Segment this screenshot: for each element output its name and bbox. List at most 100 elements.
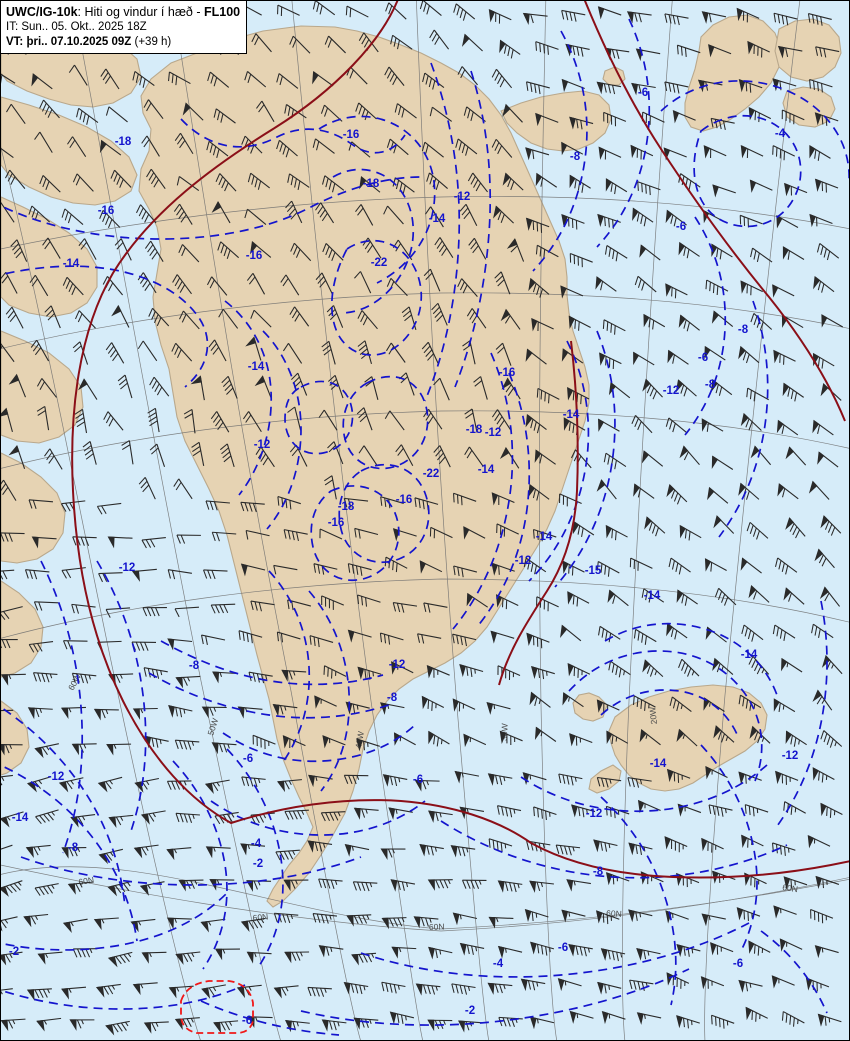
wind-barb [642,378,663,400]
valid-time-offset: (+39 h) [131,35,172,48]
wind-barb [27,707,53,720]
wind-barb [391,661,414,675]
wind-barb [419,1,442,16]
wind-barb [493,205,514,224]
wind-barb [44,448,63,470]
meridian-10w [704,1,801,1040]
wind-barb [1,407,13,433]
wind-barb [321,1019,347,1032]
svg-text:20W: 20W [647,706,659,724]
wind-barb [633,628,657,645]
wind-barb [357,666,382,680]
wind-barb [429,526,453,539]
wind-barb [6,103,26,125]
wind-barb [1,532,25,542]
isotherm--8-s-atl [440,820,788,879]
svg-text:60N: 60N [78,875,95,887]
wind-barb [174,1017,200,1030]
wind-barb [636,1012,662,1025]
isotherm--14-nw [1,265,209,388]
wind-barb [639,244,661,261]
wind-barb [211,531,237,542]
isotherm--8-ne-atl [718,300,769,538]
wind-barb [172,274,192,295]
wind-barb [200,918,226,933]
wind-barb [748,940,771,956]
wind-barb [61,846,87,859]
wind-barb [746,521,769,540]
wind-barb [379,632,404,645]
wind-barb [114,238,132,261]
wind-barb [312,70,334,87]
wind-barb [598,625,621,643]
wind-barb [426,172,448,191]
wind-barb [1,271,18,294]
wind-barb [820,730,843,748]
wind-barb [536,596,559,612]
wind-barb [36,1017,62,1032]
wind-barb [34,743,59,759]
wind-barb [421,695,445,711]
wind-barb [487,773,513,786]
wind-barb [143,1021,169,1034]
wind-barb [533,806,557,821]
wind-barb [606,730,629,745]
wind-barb [809,78,833,93]
wind-barb [711,455,734,470]
wind-barb [679,445,700,466]
wind-barb [103,411,124,431]
wind-barb [783,587,805,605]
wind-barb [356,407,373,431]
meridian-20w [622,1,673,1040]
wind-barb [678,241,700,259]
wind-barb [347,629,372,643]
wind-barb [321,595,344,610]
isotherm-label: -14 [248,361,265,373]
wind-barb [603,111,627,127]
wind-barb [201,984,226,999]
meridian-60w [172,1,361,1040]
wind-barb [1,988,13,995]
wind-barb [628,842,653,856]
wind-barb [558,773,583,786]
wind-barb [132,982,158,996]
wind-barb [211,200,231,224]
wind-barb [62,276,84,296]
wind-barb [98,572,123,583]
wind-barb [289,35,311,54]
wind-barb [496,805,522,818]
wind-barb [214,948,240,961]
wind-barb [741,624,764,642]
wind-barb [663,147,687,161]
wind-barb [238,630,263,644]
isotherm-label: -12 [48,771,65,783]
wind-barb [535,112,559,127]
wind-barb [290,242,312,262]
wind-barb [708,44,732,58]
wind-barb [356,738,380,752]
wind-barb [525,348,547,365]
wind-barb [525,147,550,161]
wind-barb [242,411,262,433]
wind-barb [175,951,201,965]
parallel-75n [1,292,849,349]
wind-barb [740,144,764,159]
wind-barb [817,1013,842,1027]
wind-barb [392,602,418,613]
product-description: Hiti og vindur í hæð - [84,5,204,19]
wind-barb [599,352,622,370]
wind-barb [385,2,407,20]
isotherm-label: -12 [254,439,271,451]
wind-barb [701,837,724,853]
wind-barb [452,633,477,647]
wind-barb [454,770,480,784]
wind-barb [750,445,772,466]
isotherm--4-s-green [210,800,426,836]
wind-barb [569,733,593,747]
wind-barb [814,548,835,569]
wind-barb [168,705,193,718]
wind-barb [427,879,453,891]
wind-barb [675,379,697,397]
isotherm--12-nw-edge [1,764,138,942]
wind-barb [201,634,226,645]
